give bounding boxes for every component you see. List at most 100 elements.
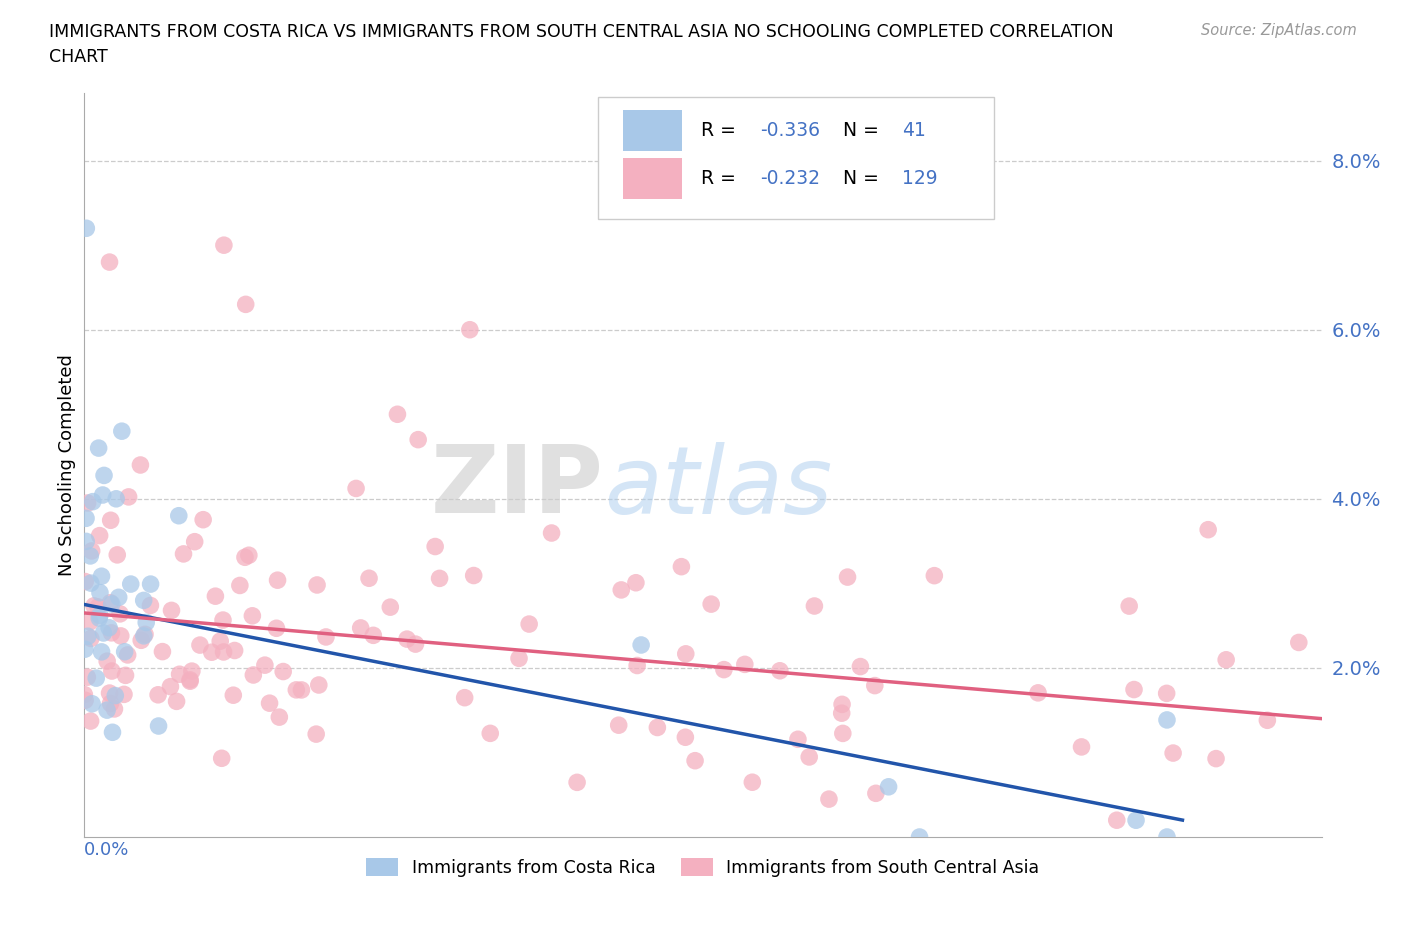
Point	[91, 487, 114, 502]
Point	[233, 550, 256, 565]
Point	[741, 775, 763, 790]
Point	[865, 786, 887, 801]
Point	[308, 678, 330, 693]
Point	[423, 539, 446, 554]
Point	[222, 688, 245, 703]
Point	[212, 238, 235, 253]
Text: N =: N =	[842, 121, 884, 140]
Point	[179, 673, 201, 688]
Point	[387, 406, 409, 421]
Point	[212, 644, 235, 659]
Point	[79, 549, 101, 564]
Point	[107, 590, 129, 604]
Point	[204, 589, 226, 604]
Point	[1156, 686, 1178, 701]
Point	[98, 620, 121, 635]
Point	[235, 297, 257, 312]
Point	[179, 672, 201, 687]
Point	[803, 599, 825, 614]
Point	[224, 643, 246, 658]
FancyBboxPatch shape	[598, 97, 994, 219]
Point	[89, 585, 111, 600]
Point	[908, 830, 931, 844]
Point	[87, 441, 110, 456]
Point	[173, 547, 195, 562]
Point	[79, 713, 101, 728]
Point	[624, 576, 647, 591]
Point	[117, 489, 139, 504]
Point	[108, 606, 131, 621]
Point	[89, 528, 111, 543]
Point	[75, 693, 97, 708]
Point	[89, 611, 111, 626]
Point	[405, 637, 427, 652]
Point	[134, 627, 156, 642]
Point	[211, 751, 233, 765]
Point	[75, 534, 97, 549]
Point	[100, 512, 122, 527]
Point	[734, 657, 756, 671]
Point	[266, 621, 288, 636]
Point	[84, 671, 107, 685]
Point	[517, 617, 540, 631]
Point	[479, 726, 502, 741]
Text: -0.232: -0.232	[759, 169, 820, 188]
Text: N =: N =	[842, 169, 884, 188]
Point	[101, 664, 124, 679]
Point	[831, 706, 853, 721]
Point	[877, 779, 900, 794]
Point	[98, 685, 121, 700]
Point	[152, 644, 174, 659]
Point	[110, 629, 132, 644]
Point	[1070, 739, 1092, 754]
Point	[610, 582, 633, 597]
Point	[266, 573, 288, 588]
Point	[93, 468, 115, 483]
Point	[1288, 635, 1310, 650]
Point	[183, 534, 205, 549]
Point	[607, 718, 630, 733]
Point	[673, 730, 696, 745]
Text: ZIP: ZIP	[432, 442, 605, 533]
Point	[167, 509, 190, 524]
Point	[101, 724, 124, 739]
Point	[307, 578, 329, 592]
Point	[90, 569, 112, 584]
Point	[104, 688, 127, 703]
Point	[169, 667, 191, 682]
Point	[105, 548, 128, 563]
Point	[212, 613, 235, 628]
Point	[132, 629, 155, 644]
Point	[787, 732, 810, 747]
Point	[148, 719, 170, 734]
Point	[79, 615, 101, 630]
Point	[129, 458, 152, 472]
Point	[238, 548, 260, 563]
Point	[395, 631, 418, 646]
Point	[675, 646, 697, 661]
Point	[87, 600, 110, 615]
FancyBboxPatch shape	[623, 110, 682, 151]
Text: -0.336: -0.336	[759, 121, 820, 140]
Point	[837, 570, 859, 585]
Point	[315, 630, 337, 644]
Point	[117, 647, 139, 662]
Point	[103, 701, 125, 716]
Point	[114, 668, 136, 683]
Point	[863, 678, 886, 693]
Point	[269, 710, 291, 724]
Point	[105, 491, 128, 506]
Point	[166, 694, 188, 709]
Point	[100, 595, 122, 610]
Point	[75, 511, 97, 525]
Point	[73, 642, 96, 657]
Point	[120, 577, 142, 591]
Text: 41: 41	[903, 121, 927, 140]
Point	[1156, 830, 1178, 844]
Point	[259, 696, 281, 711]
Point	[849, 659, 872, 674]
Point	[540, 525, 562, 540]
Point	[98, 255, 121, 270]
Point	[458, 323, 481, 338]
Point	[240, 608, 263, 623]
